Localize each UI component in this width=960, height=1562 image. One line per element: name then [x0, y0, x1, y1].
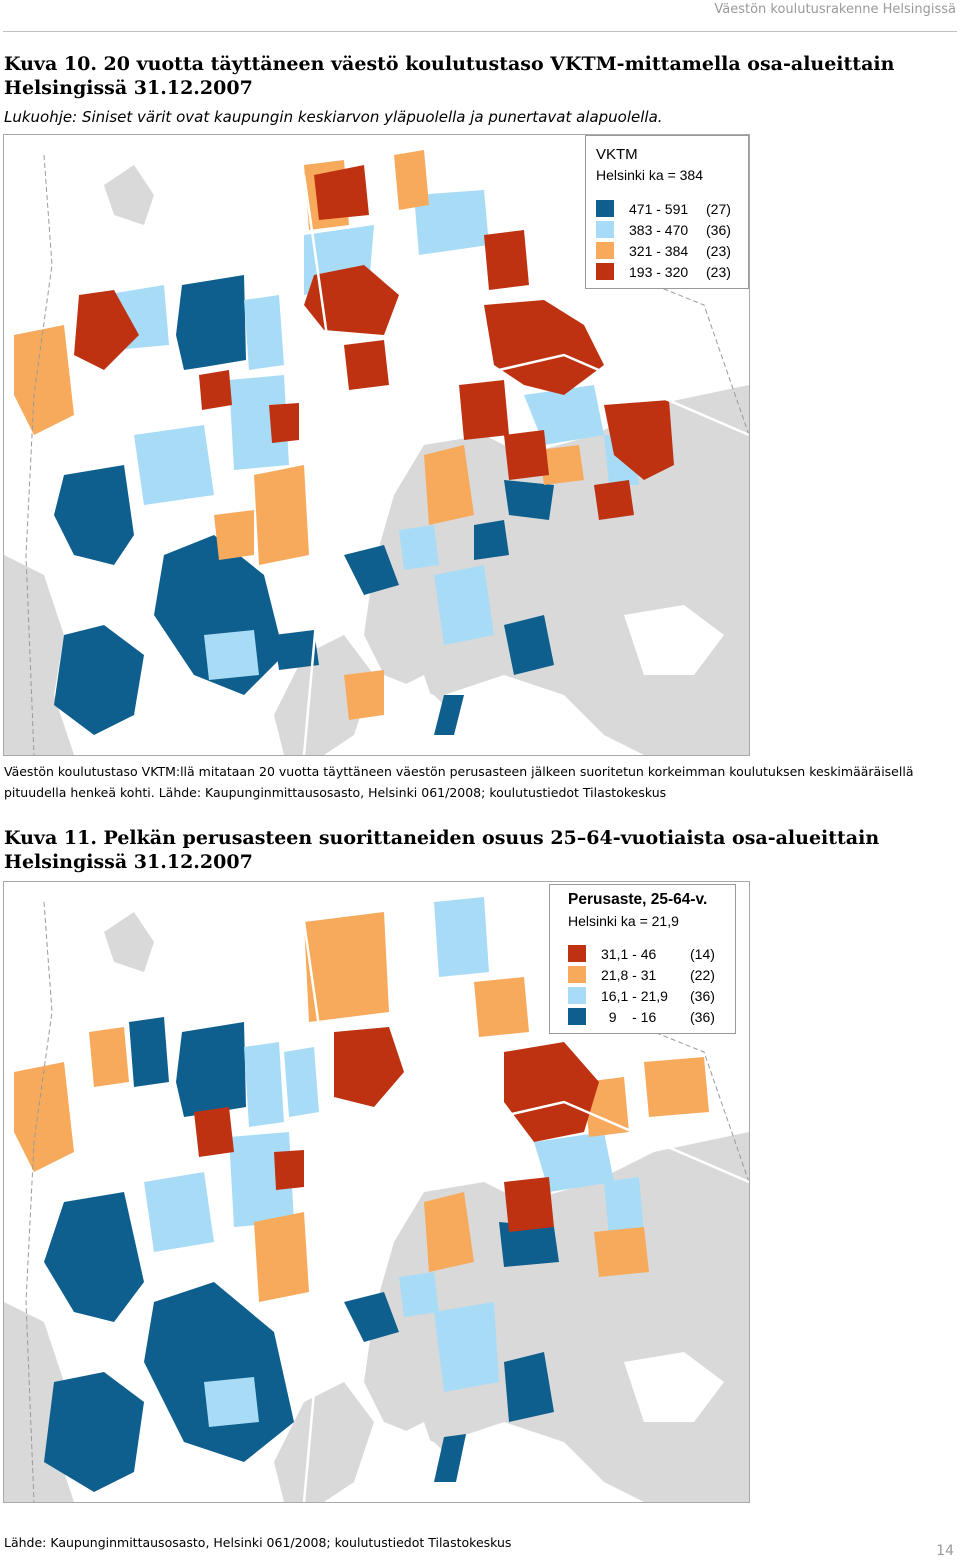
legend-row: 471 - 591 (27): [596, 200, 746, 218]
legend-count: (23): [706, 264, 731, 280]
legend-swatch-orange: [568, 966, 586, 983]
legend-range: 471 - 591: [629, 201, 689, 217]
legend-row: 21,8 - 31 (22): [568, 966, 728, 984]
legend-average: Helsinki ka = 21,9: [568, 913, 679, 929]
water-areas: [374, 1352, 724, 1502]
legend-row: 9 - 16 (36): [568, 1008, 728, 1026]
legend-range: 9 - 16: [601, 1009, 657, 1025]
vktm-legend: VKTM Helsinki ka = 384 471 - 591 (27) 38…: [585, 135, 749, 289]
legend-row: 193 - 320 (23): [596, 263, 746, 281]
legend-range: 16,1 - 21,9: [601, 988, 668, 1004]
legend-count: (36): [690, 1009, 715, 1025]
figure-11-title: Kuva 11. Pelkän perusasteen suorittaneid…: [4, 827, 880, 873]
page-number: 14: [936, 1543, 954, 1559]
roads: [302, 921, 749, 1502]
legend-average: Helsinki ka = 384: [596, 167, 704, 183]
district-areas: [14, 150, 674, 735]
legend-count: (23): [706, 243, 731, 259]
legend-range: 21,8 - 31: [601, 967, 657, 983]
figure-10-reading-instruction: Lukuohje: Siniset värit ovat kaupungin k…: [4, 108, 663, 126]
legend-range: 193 - 320: [629, 264, 689, 280]
district-areas: [14, 897, 709, 1492]
legend-title: VKTM: [596, 146, 638, 163]
legend-count: (22): [690, 967, 715, 983]
legend-swatch-dark-blue: [596, 200, 614, 217]
legend-row: 383 - 470 (36): [596, 221, 746, 239]
legend-row: 321 - 384 (23): [596, 242, 746, 260]
legend-range: 31,1 - 46: [601, 946, 657, 962]
legend-count: (36): [690, 988, 715, 1004]
legend-swatch-light-blue: [596, 221, 614, 238]
legend-swatch-orange: [596, 242, 614, 259]
figure-10-title: Kuva 10. 20 vuotta täyttäneen väestö kou…: [4, 53, 895, 99]
legend-range: 321 - 384: [629, 243, 689, 259]
legend-row: 31,1 - 46 (14): [568, 945, 728, 963]
figure-10-caption: Väestön koulutustaso VKTM:llä mitataan 2…: [4, 764, 914, 800]
basic-education-legend: Perusaste, 25-64-v. Helsinki ka = 21,9 3…: [549, 884, 736, 1034]
legend-swatch-red: [596, 263, 614, 280]
running-header: Väestön koulutusrakenne Helsingissä: [714, 2, 956, 17]
legend-title: Perusaste, 25-64-v.: [568, 891, 708, 908]
legend-swatch-red: [568, 945, 586, 962]
legend-count: (27): [706, 201, 731, 217]
basic-education-map-svg: [4, 897, 749, 1502]
legend-count: (14): [690, 946, 715, 962]
legend-swatch-light-blue: [568, 987, 586, 1004]
water-areas: [374, 605, 724, 755]
legend-count: (36): [706, 222, 731, 238]
vktm-map-svg: [4, 150, 749, 755]
basic-education-choropleth-map: [3, 881, 750, 1503]
legend-range: 383 - 470: [629, 222, 689, 238]
legend-swatch-dark-blue: [568, 1008, 586, 1025]
roads: [302, 174, 749, 755]
header-rule: [3, 31, 957, 32]
figure-11-source: Lähde: Kaupunginmittausosasto, Helsinki …: [4, 1535, 512, 1550]
legend-row: 16,1 - 21,9 (36): [568, 987, 728, 1005]
